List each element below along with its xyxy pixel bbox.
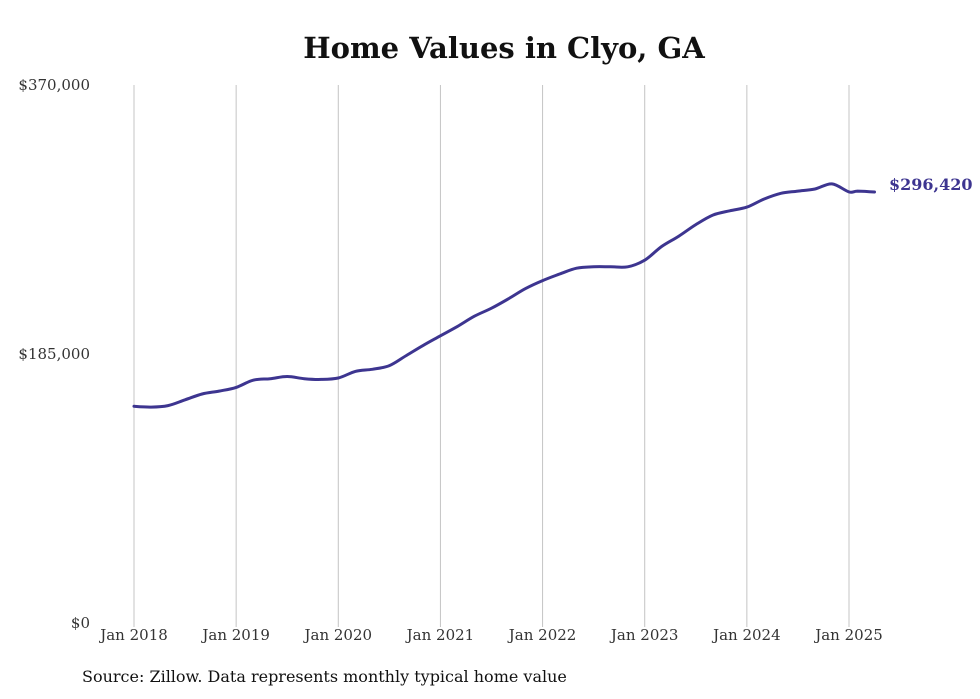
x-tick-label: Jan 2023 — [609, 626, 679, 644]
series-line-home-value — [132, 182, 876, 409]
y-tick-label: $370,000 — [18, 76, 90, 94]
x-tick-label: Jan 2024 — [711, 626, 781, 644]
x-tick-label: Jan 2018 — [98, 626, 168, 644]
x-axis-ticks: Jan 2018 Jan 2019 Jan 2020 Jan 2021 Jan 2022… — [98, 626, 883, 644]
x-tick-label: Jan 2021 — [405, 626, 475, 644]
chart-title: Home Values in Clyo, GA — [303, 31, 705, 65]
vertical-gridlines — [133, 85, 850, 627]
y-axis-ticks: $0 $185,000 $370,000 — [18, 76, 90, 632]
end-value-label: $296,420 — [889, 175, 973, 194]
x-tick-label: Jan 2025 — [813, 626, 883, 644]
source-note: Source: Zillow. Data represents monthly … — [82, 667, 567, 686]
x-tick-label: Jan 2022 — [507, 626, 577, 644]
x-tick-label: Jan 2019 — [200, 626, 270, 644]
y-tick-label: $185,000 — [18, 345, 90, 363]
y-tick-label: $0 — [71, 614, 90, 632]
x-tick-label: Jan 2020 — [303, 626, 373, 644]
